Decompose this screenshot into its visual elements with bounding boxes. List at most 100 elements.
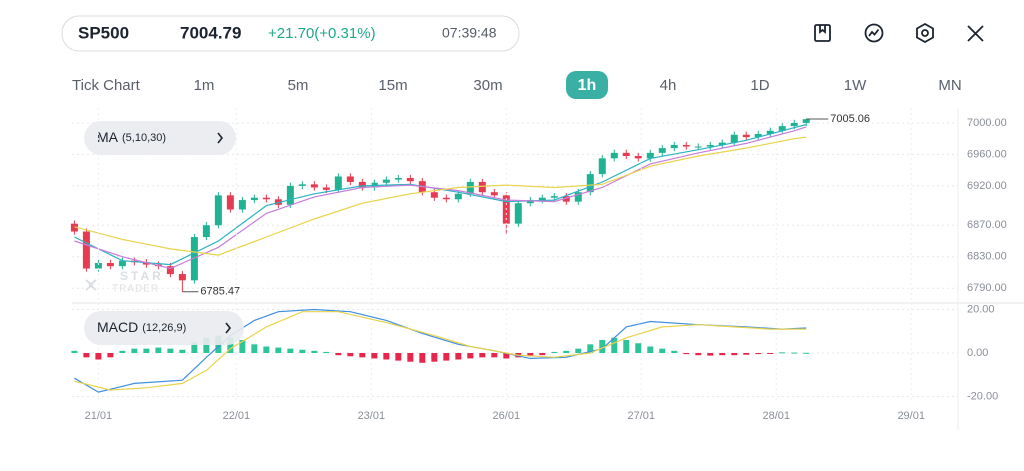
candle-body: [598, 158, 606, 175]
chevron: [225, 322, 232, 334]
indicator-line: [74, 123, 807, 266]
histogram-bar: [635, 343, 642, 353]
candle-body: [478, 181, 486, 193]
candle-body: [106, 263, 114, 267]
histogram-bar: [467, 353, 474, 359]
candle-body: [298, 184, 306, 186]
x-tick-label: 29/01: [897, 410, 925, 422]
candle-body: [142, 262, 150, 265]
candle-body: [538, 197, 546, 201]
x-tick-label: 21/01: [85, 410, 113, 422]
timeframe[interactable]: 30m: [473, 77, 502, 94]
histogram-bar: [563, 350, 570, 353]
x-tick-label: 27/01: [628, 410, 656, 422]
candle-body: [94, 263, 102, 269]
histogram-bar: [383, 353, 390, 360]
indicator-pill[interactable]: [84, 121, 236, 155]
timeframe[interactable]: MN: [938, 77, 961, 94]
candle-body: [490, 192, 498, 196]
candle-body: [274, 199, 282, 205]
histogram-bar: [335, 353, 342, 356]
timeframe[interactable]: 1m: [194, 77, 215, 94]
close-icon[interactable]: [967, 25, 984, 42]
timeframe[interactable]: 15m: [378, 77, 407, 94]
candle-body: [286, 185, 294, 205]
timeframe[interactable]: 1h: [578, 77, 597, 94]
histogram-bar: [779, 352, 786, 354]
active-timeframe-pill: [566, 71, 608, 99]
histogram-bar: [227, 337, 234, 353]
histogram-bar: [419, 353, 426, 363]
candle-body: [394, 178, 402, 180]
histogram-bar: [719, 353, 726, 356]
histogram-bar: [539, 353, 546, 356]
histogram-bar: [95, 353, 102, 360]
timeframe[interactable]: 1W: [844, 77, 867, 94]
histogram-bar: [659, 348, 666, 353]
candle-body: [334, 176, 342, 190]
histogram-bar: [275, 347, 282, 353]
timeframe[interactable]: Tick Chart: [72, 77, 141, 94]
candle-body: [682, 144, 690, 147]
candle-body: [82, 231, 90, 269]
indicator-label: MACD (12,26,9): [97, 319, 186, 335]
settings-icon[interactable]: [916, 22, 934, 44]
candle-body: [406, 178, 414, 182]
quote-pill: [61, 15, 520, 52]
y-tick-label: 6870.00: [967, 219, 1007, 231]
histogram-bar: [551, 351, 558, 353]
histogram-bar: [767, 353, 774, 354]
candle-body: [466, 181, 474, 194]
candle-body: [754, 133, 762, 138]
histogram-bar: [755, 353, 762, 355]
histogram-bar: [743, 353, 750, 355]
histogram-bar: [443, 353, 450, 361]
candle-body: [454, 193, 462, 200]
indicator-name: MACD: [97, 319, 138, 335]
histogram-bar: [71, 350, 78, 353]
indicator-pill[interactable]: [84, 311, 244, 345]
candle-body: [778, 126, 786, 131]
indicator-line: [74, 311, 807, 391]
timeframe[interactable]: 4h: [660, 77, 677, 94]
x-tick-label: 23/01: [358, 410, 386, 422]
low-label: 6785.47: [200, 286, 240, 298]
y-tick-label: 7000.00: [967, 117, 1007, 129]
histogram-bar: [671, 350, 678, 353]
timeframe[interactable]: 5m: [288, 77, 309, 94]
histogram-bar: [503, 353, 510, 359]
histogram-bar: [599, 339, 606, 353]
histogram-bar: [131, 348, 138, 353]
histogram-bar: [371, 353, 378, 359]
candle-body: [646, 152, 654, 159]
candle-body: [550, 196, 558, 198]
histogram-bar: [119, 350, 126, 353]
candle-body: [634, 156, 642, 159]
x-tick-label: 28/01: [762, 410, 790, 422]
indicator-icon[interactable]: [864, 23, 884, 43]
histogram-bar: [143, 348, 150, 353]
histogram-bar: [683, 353, 690, 355]
histogram-bar: [347, 353, 354, 357]
toolbar: [814, 22, 984, 44]
histogram-bar: [251, 344, 258, 353]
candle-body: [526, 200, 534, 204]
bookmark-icon[interactable]: [814, 24, 831, 42]
candle-body: [706, 144, 714, 147]
candle-body: [382, 179, 390, 183]
watermark-text: STAR: [120, 269, 164, 283]
candle-body: [694, 146, 702, 148]
candle-body: [562, 196, 570, 202]
y-tick-label: 6790.00: [967, 282, 1007, 294]
y-tick-label: 6960.00: [967, 148, 1007, 160]
candle-body: [718, 142, 726, 145]
candle-body: [358, 181, 366, 188]
indicator-line: [74, 308, 807, 393]
candle-body: [586, 174, 594, 193]
histogram-bar: [239, 339, 246, 353]
candle-body: [214, 195, 222, 226]
candle-body: [226, 195, 234, 210]
histogram-bar: [455, 353, 462, 360]
histogram-bar: [179, 349, 186, 353]
timeframe[interactable]: 1D: [750, 77, 769, 94]
